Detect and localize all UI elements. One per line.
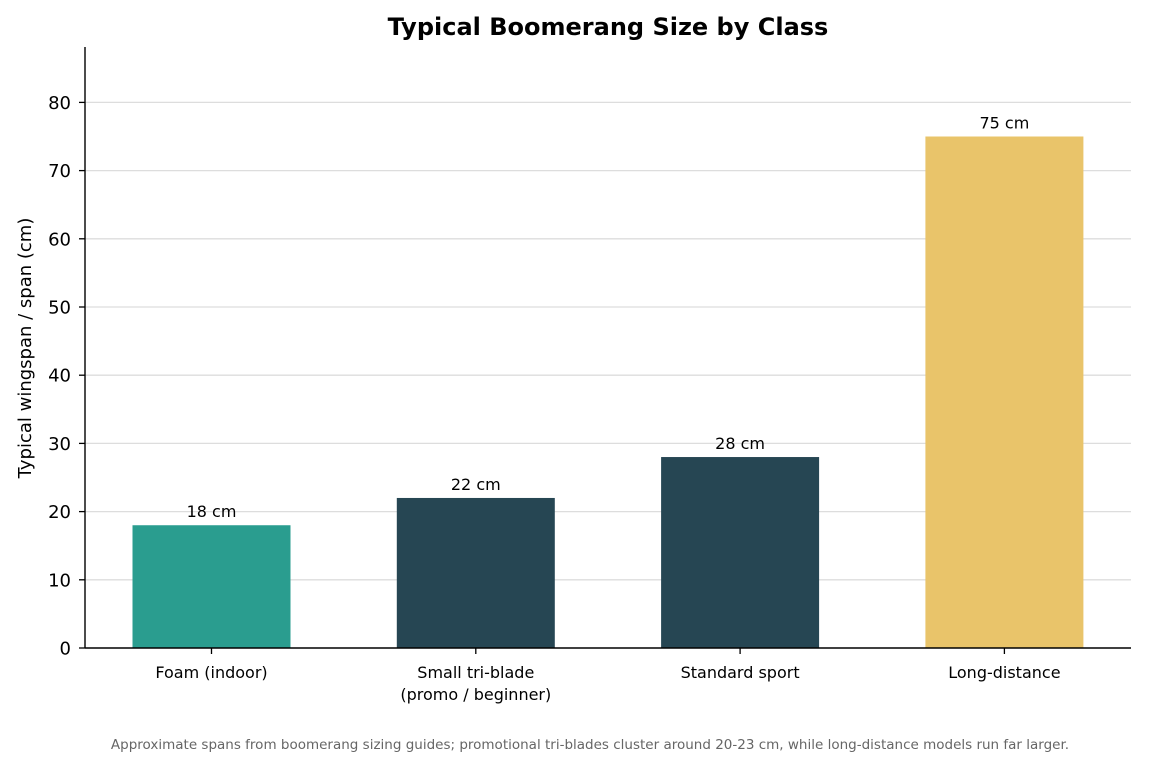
y-tick-label: 60 bbox=[48, 229, 71, 250]
bar-value-label: 18 cm bbox=[187, 502, 237, 521]
x-tick-label: Small tri-blade bbox=[417, 663, 534, 682]
y-tick-label: 70 bbox=[48, 161, 71, 182]
y-tick-label: 50 bbox=[48, 298, 71, 319]
x-tick-labels: Foam (indoor) Small tri-blade (promo / beg… bbox=[155, 648, 1061, 704]
axes bbox=[84, 47, 1131, 649]
y-tick-label: 40 bbox=[48, 366, 71, 387]
bar-value-labels: 18 cm 22 cm 28 cm 75 cm bbox=[187, 114, 1030, 522]
y-tick-label: 80 bbox=[48, 93, 71, 114]
bar bbox=[132, 525, 291, 648]
y-tick-label: 30 bbox=[48, 434, 71, 455]
bar bbox=[925, 136, 1084, 648]
gridlines bbox=[85, 101, 1131, 581]
y-tick-label: 0 bbox=[60, 639, 71, 660]
x-tick-label: (promo / beginner) bbox=[400, 685, 551, 704]
x-tick-label: Long-distance bbox=[948, 663, 1060, 682]
y-tick-labels: 0 10 20 30 40 50 60 70 80 bbox=[48, 93, 85, 660]
bar-value-label: 75 cm bbox=[979, 114, 1029, 133]
bar-value-label: 22 cm bbox=[451, 475, 501, 494]
chart-title: Typical Boomerang Size by Class bbox=[388, 13, 829, 41]
y-tick-label: 20 bbox=[48, 502, 71, 523]
bar bbox=[661, 457, 820, 648]
y-tick-label: 10 bbox=[48, 570, 71, 591]
bar bbox=[396, 497, 555, 648]
x-tick-label: Foam (indoor) bbox=[155, 663, 267, 682]
chart-caption: Approximate spans from boomerang sizing … bbox=[111, 737, 1069, 753]
bar-value-label: 28 cm bbox=[715, 434, 765, 453]
y-axis-label: Typical wingspan / span (cm) bbox=[15, 218, 36, 480]
bars bbox=[132, 136, 1084, 648]
x-tick-label: Standard sport bbox=[681, 663, 800, 682]
